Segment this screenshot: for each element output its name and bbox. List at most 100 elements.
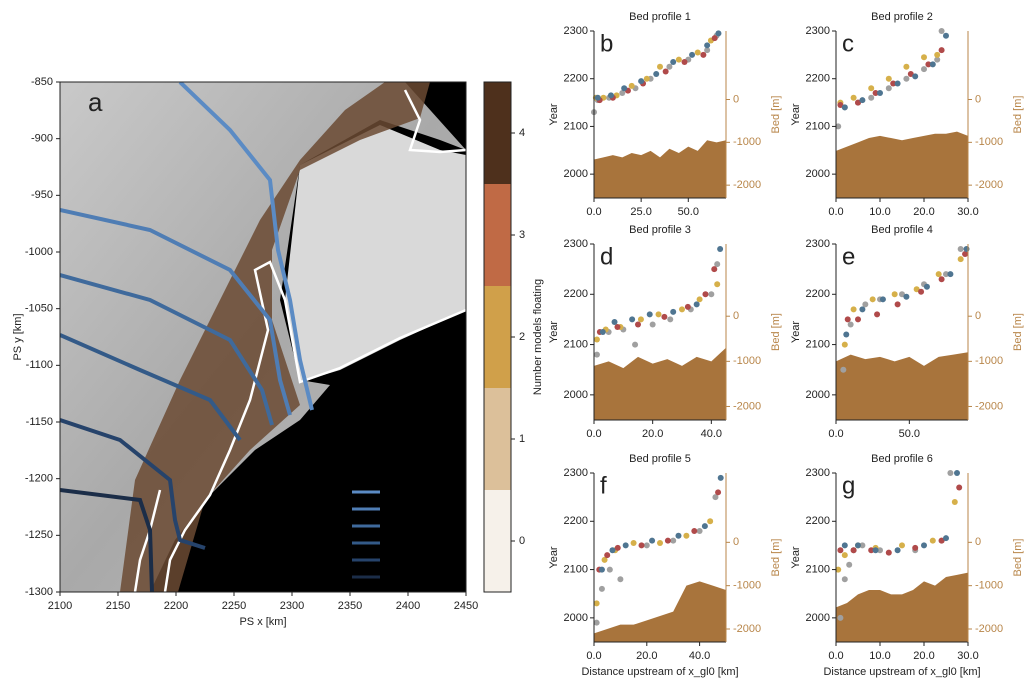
y-tick-label: 2200 [806, 515, 830, 527]
grounding-line-point [877, 90, 883, 97]
grounding-line-point [943, 535, 949, 542]
x-tick-label: 30.0 [957, 206, 978, 218]
grounding-line-point [593, 619, 600, 626]
y-tick-label: 2000 [564, 612, 588, 624]
x-tick-label: 20.0 [913, 650, 934, 662]
grounding-line-point [855, 542, 861, 549]
x-axis-label: Distance upstream of x_gl0 [km] [581, 666, 738, 678]
y2-tick-label: 0 [975, 93, 981, 105]
x-tick-label: 2350 [338, 600, 362, 612]
grounding-line-point [903, 63, 910, 70]
bed-area [594, 581, 726, 642]
grounding-line-point [712, 494, 719, 501]
grounding-line-point [912, 544, 919, 551]
grounding-line-point [622, 542, 629, 549]
colorbar-tick-label: 2 [519, 331, 525, 343]
y-tick-label: -1300 [25, 586, 53, 598]
y-tick-label: 2100 [806, 120, 830, 132]
y2-tick-label: -2000 [975, 400, 1003, 412]
grounding-line-point [657, 540, 663, 547]
panel-title: Bed profile 3 [629, 224, 691, 236]
x-tick-label: 0.0 [828, 428, 843, 440]
grounding-line-point [844, 316, 851, 323]
y-axis-label: Year [790, 321, 802, 344]
x-tick-label: 0.0 [586, 650, 601, 662]
grounding-line-point [711, 35, 718, 42]
x-tick-label: 2300 [280, 600, 304, 612]
y2-tick-label: 0 [733, 93, 739, 105]
grounding-line-point [859, 542, 866, 549]
grounding-line-point [835, 566, 842, 573]
grounding-line-point [609, 547, 616, 554]
grounding-line-point [859, 97, 866, 104]
grounding-line-point [929, 537, 936, 544]
colorbar-segment [484, 286, 511, 388]
grounding-line-point [614, 323, 621, 330]
grounding-line-point [841, 104, 848, 111]
grounding-line-point [632, 341, 639, 348]
grounding-line-point [683, 532, 690, 539]
grounding-line-point [675, 56, 682, 63]
grounding-line-point [890, 80, 897, 87]
panel-title: Bed profile 1 [629, 11, 691, 23]
grounding-line-point [947, 470, 954, 476]
y-axis-label: Year [548, 103, 560, 126]
y2-tick-label: 0 [975, 310, 981, 322]
grounding-line-point [962, 251, 969, 258]
y-tick-label: -1250 [25, 529, 53, 541]
y2-tick-label: -2000 [975, 623, 1003, 635]
y-tick-label: 2300 [806, 467, 830, 479]
colorbar-label: Number models floating [532, 279, 544, 395]
grounding-line-point [638, 78, 645, 85]
grounding-line-point [696, 527, 703, 534]
grounding-line-point [667, 316, 674, 323]
x-tick-label: 10.0 [869, 206, 890, 218]
y2-tick-label: -1000 [733, 355, 761, 367]
x-tick-label: 0.0 [828, 650, 843, 662]
grounding-line-point [593, 351, 600, 358]
x-tick-label: 25.0 [630, 206, 651, 218]
x-tick-label: 2100 [48, 600, 72, 612]
grounding-line-point [846, 561, 853, 568]
grounding-line-point [630, 540, 637, 547]
panel-title: Bed profile 6 [871, 453, 933, 465]
y2-tick-label: -1000 [975, 136, 1003, 148]
grounding-line-point [708, 291, 715, 298]
grounding-line-point [877, 547, 883, 554]
colorbar-tick-label: 0 [519, 535, 525, 547]
grounding-line-point [593, 336, 600, 343]
panel-title: Bed profile 2 [871, 11, 933, 23]
y-tick-label: -900 [31, 133, 53, 145]
grounding-line-point [637, 316, 644, 323]
y-axis-label: Year [548, 546, 560, 569]
x-tick-label: 2450 [454, 600, 478, 612]
grounding-line-point [715, 489, 722, 496]
grounding-line-point [643, 75, 650, 82]
grounding-line-point [649, 537, 656, 544]
grounding-line-point [956, 484, 963, 491]
y-tick-label: 2000 [806, 389, 830, 401]
grounding-line-point [621, 85, 628, 92]
grounding-line-point [628, 82, 635, 89]
grounding-line-point [653, 70, 660, 77]
bed-area [836, 131, 968, 198]
x-tick-label: 2250 [222, 600, 246, 612]
grounding-line-point [617, 576, 624, 583]
x-tick-label: 20.0 [913, 206, 934, 218]
grounding-line-point [855, 316, 861, 323]
grounding-line-point [868, 547, 875, 554]
grounding-line-point [715, 30, 722, 37]
y-tick-label: -950 [31, 189, 53, 201]
panel-label: c [842, 30, 854, 57]
y-tick-label: 2000 [806, 612, 830, 624]
grounding-line-point [843, 331, 850, 338]
grounding-line-point [598, 585, 605, 592]
bed-area [836, 572, 968, 642]
y-tick-label: 2200 [564, 515, 588, 527]
grounding-line-point [837, 547, 844, 554]
grounding-line-point [646, 311, 653, 318]
y-tick-label: 2300 [564, 467, 588, 479]
grounding-line-point [903, 293, 910, 300]
grounding-line-point [885, 75, 892, 82]
